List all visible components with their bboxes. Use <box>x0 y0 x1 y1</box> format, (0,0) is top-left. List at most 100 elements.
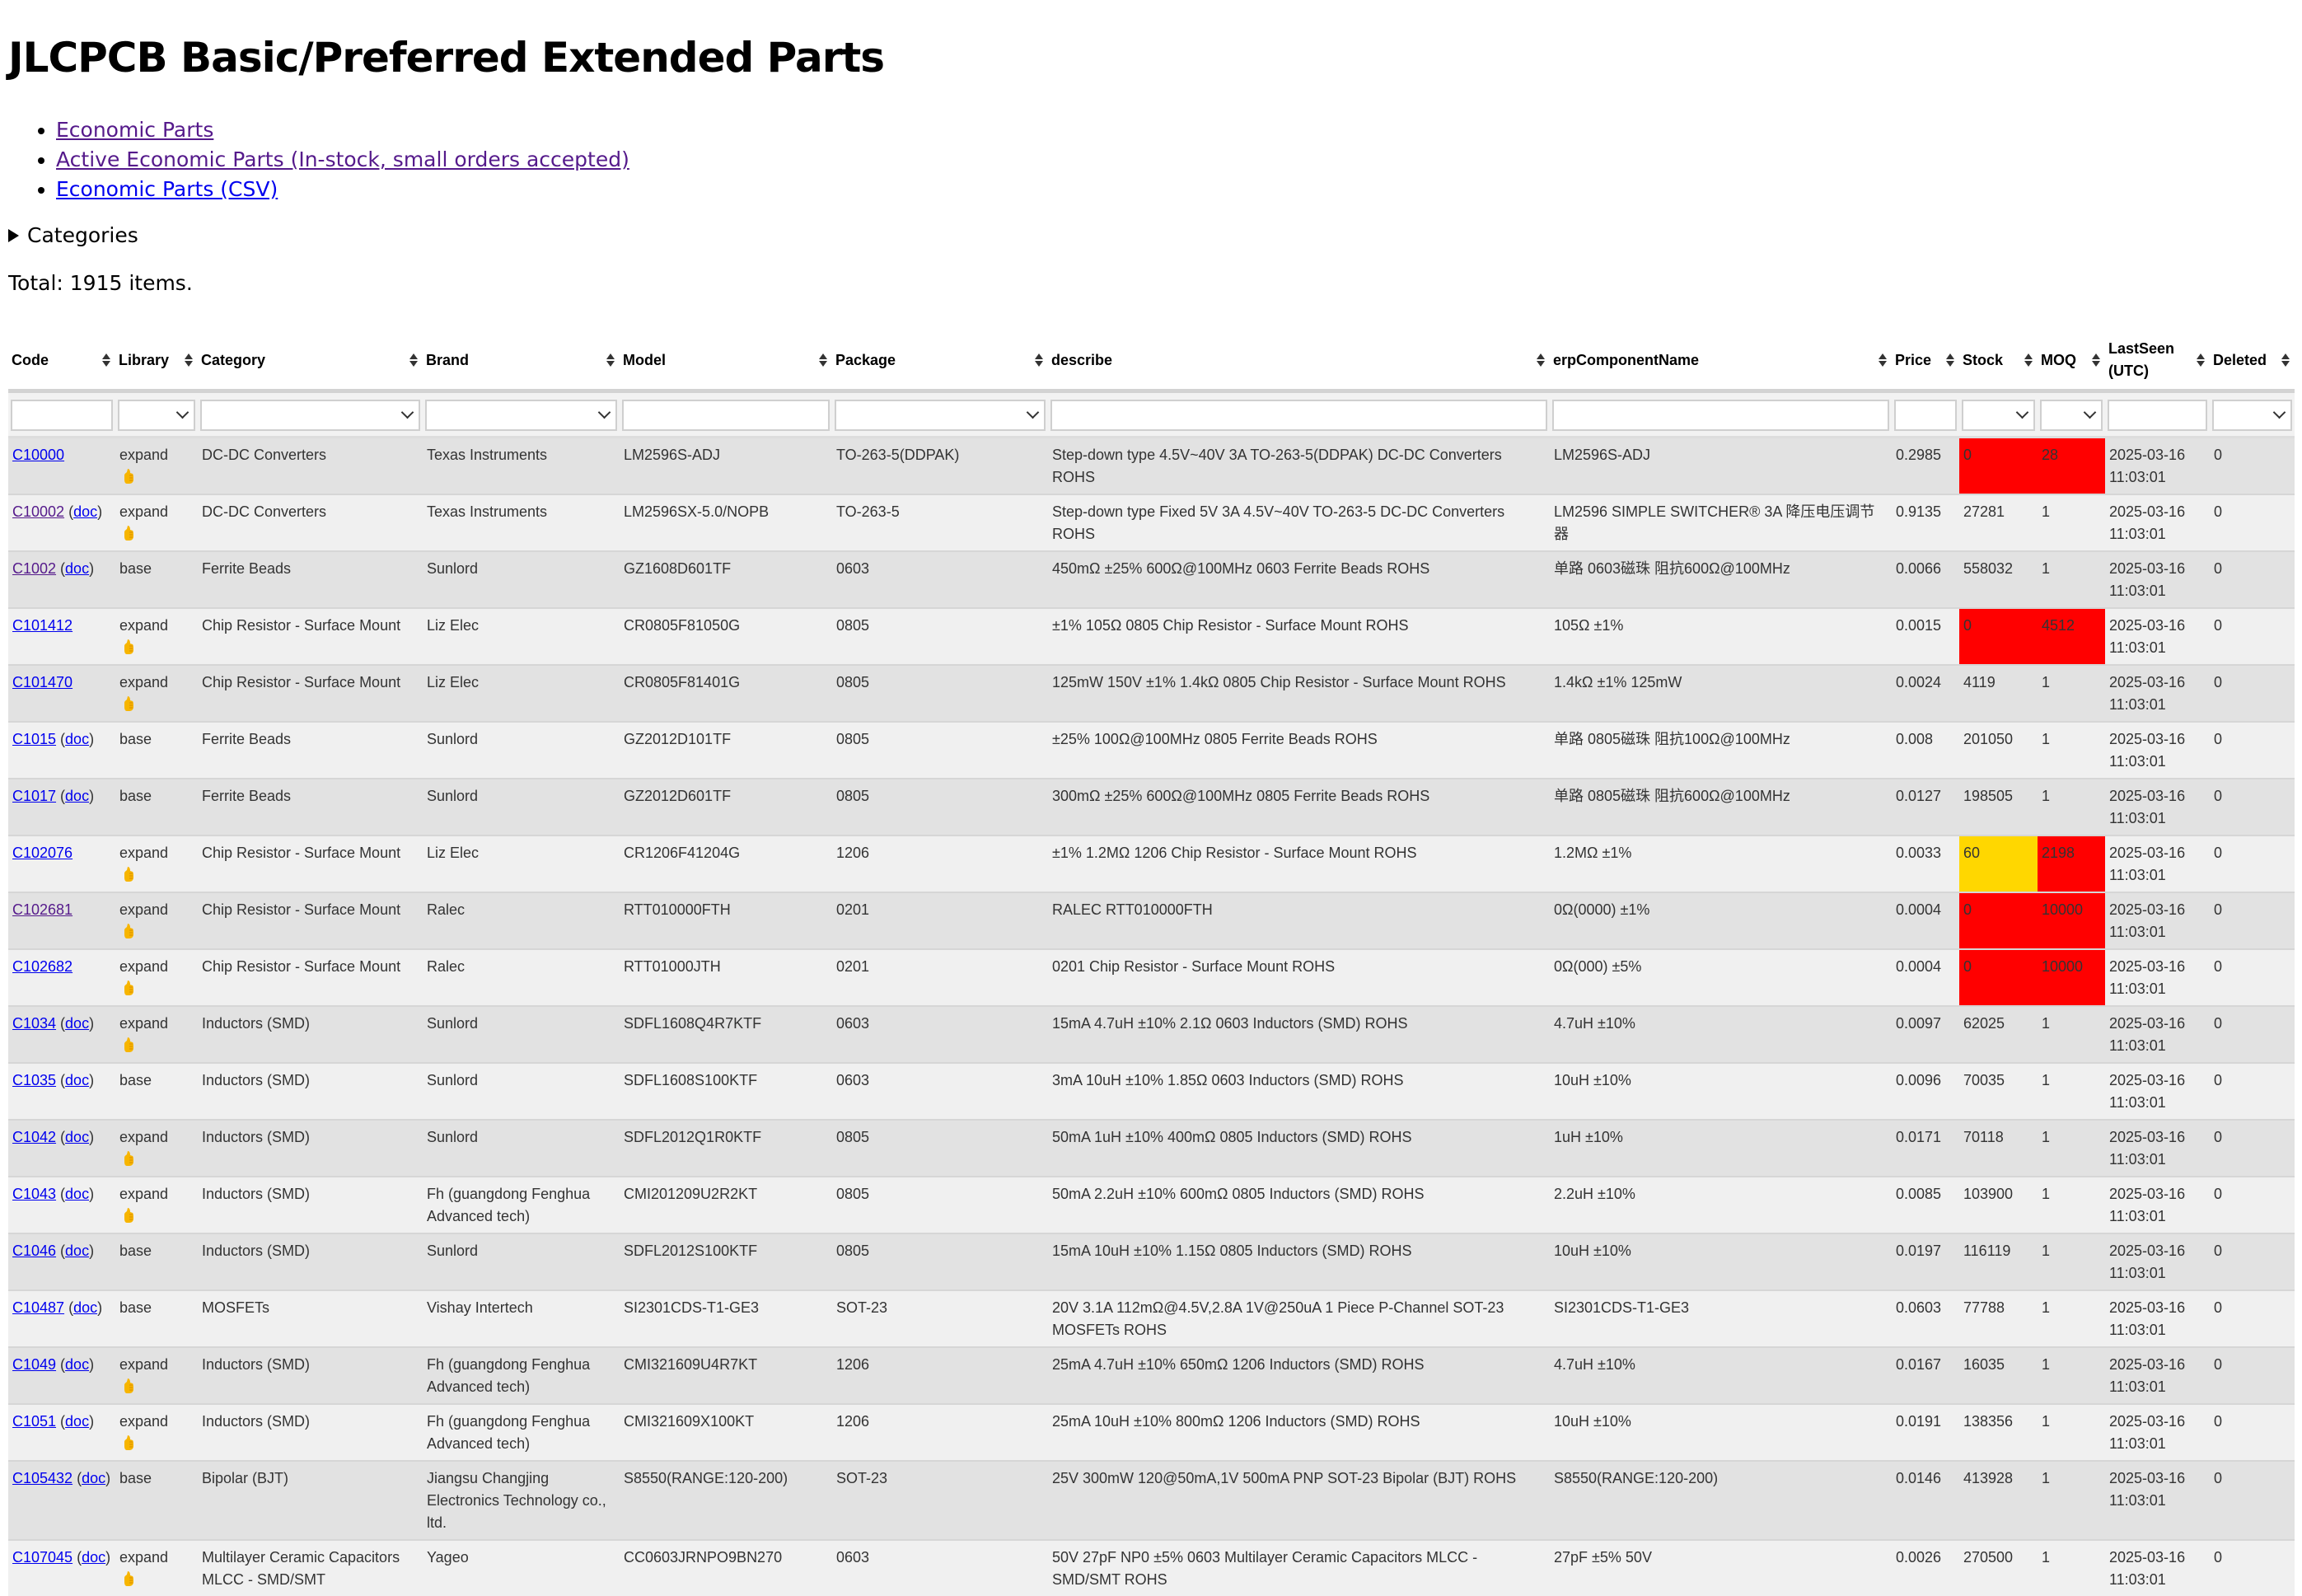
column-header-code[interactable]: Code <box>8 331 115 391</box>
column-header-moq[interactable]: MOQ <box>2038 331 2105 391</box>
column-header-package[interactable]: Package <box>832 331 1048 391</box>
sort-icon[interactable] <box>2197 353 2205 367</box>
sort-icon[interactable] <box>2281 353 2290 367</box>
part-code-link[interactable]: C1043 <box>12 1186 56 1202</box>
sort-icon[interactable] <box>606 353 615 367</box>
part-code-link[interactable]: C1046 <box>12 1243 56 1259</box>
column-header-model[interactable]: Model <box>620 331 832 391</box>
economic-parts-link[interactable]: Economic Parts <box>56 118 213 142</box>
sort-icon[interactable] <box>819 353 827 367</box>
column-header-price[interactable]: Price <box>1892 331 1959 391</box>
active-economic-parts-link[interactable]: Active Economic Parts (In-stock, small o… <box>56 147 629 171</box>
doc-link[interactable]: doc <box>65 731 89 747</box>
doc-link[interactable]: doc <box>65 560 89 577</box>
part-code-link[interactable]: C102681 <box>12 901 73 918</box>
filter-input-code[interactable] <box>11 400 113 431</box>
column-header-library[interactable]: Library <box>115 331 198 391</box>
package-cell: 0805 <box>832 665 1048 722</box>
doc-link[interactable]: doc <box>73 1299 97 1316</box>
part-code-link[interactable]: C102076 <box>12 845 73 861</box>
part-code-link[interactable]: C1042 <box>12 1129 56 1145</box>
sort-icon[interactable] <box>102 353 110 367</box>
library-value: base <box>119 1470 152 1486</box>
sort-icon[interactable] <box>1879 353 1887 367</box>
code-cell: C1049 (doc) <box>8 1347 115 1404</box>
column-header-category[interactable]: Category <box>198 331 423 391</box>
doc-link[interactable]: doc <box>65 1413 89 1430</box>
part-code-link[interactable]: C1051 <box>12 1413 56 1430</box>
filter-select-stock[interactable] <box>1962 400 2035 431</box>
sort-icon[interactable] <box>1035 353 1043 367</box>
categories-disclosure[interactable]: Categories <box>8 221 2294 250</box>
model-cell: LM2596S-ADJ <box>620 438 832 495</box>
part-code-link[interactable]: C1017 <box>12 788 56 804</box>
model-cell: CMI321609U4R7KT <box>620 1347 832 1404</box>
doc-link[interactable]: doc <box>65 788 89 804</box>
column-header-stock[interactable]: Stock <box>1959 331 2038 391</box>
lastseen-cell: 2025-03-16 11:03:01 <box>2105 835 2210 892</box>
filter-select-moq[interactable] <box>2040 400 2103 431</box>
filter-input-model[interactable] <box>622 400 830 431</box>
part-code-link[interactable]: C10000 <box>12 447 64 463</box>
part-code-link[interactable]: C107045 <box>12 1549 73 1566</box>
category-cell: DC-DC Converters <box>198 438 423 495</box>
part-code-link[interactable]: C105432 <box>12 1470 73 1486</box>
doc-link[interactable]: doc <box>65 1015 89 1032</box>
model-cell: GZ2012D601TF <box>620 779 832 835</box>
filter-input-erpcomponentname[interactable] <box>1552 400 1889 431</box>
filter-select-category[interactable] <box>200 400 420 431</box>
part-code-link[interactable]: C102682 <box>12 958 73 975</box>
sort-icon[interactable] <box>409 353 418 367</box>
filter-select-library[interactable] <box>118 400 195 431</box>
doc-link[interactable]: doc <box>82 1549 105 1566</box>
doc-link[interactable]: doc <box>65 1356 89 1373</box>
part-code-link[interactable]: C1035 <box>12 1072 56 1088</box>
filter-input-lastseen-utc[interactable] <box>2108 400 2207 431</box>
part-code-link[interactable]: C1049 <box>12 1356 56 1373</box>
part-code-link[interactable]: C10002 <box>12 503 64 520</box>
column-header-describe[interactable]: describe <box>1048 331 1550 391</box>
filter-cell <box>423 391 620 438</box>
sort-icon[interactable] <box>185 353 193 367</box>
filter-select-brand[interactable] <box>425 400 617 431</box>
doc-link[interactable]: doc <box>65 1243 89 1259</box>
library-cell: base <box>115 1063 198 1120</box>
part-code-link[interactable]: C101412 <box>12 617 73 634</box>
doc-link[interactable]: doc <box>73 503 97 520</box>
doc-link[interactable]: doc <box>65 1072 89 1088</box>
describe-cell: 450mΩ ±25% 600Ω@100MHz 0603 Ferrite Bead… <box>1048 551 1550 608</box>
chevron-down-icon <box>2084 406 2097 419</box>
part-code-link[interactable]: C1002 <box>12 560 56 577</box>
sort-icon[interactable] <box>1537 353 1545 367</box>
doc-link[interactable]: doc <box>82 1470 105 1486</box>
model-cell: SDFL1608S100KTF <box>620 1063 832 1120</box>
column-header-brand[interactable]: Brand <box>423 331 620 391</box>
column-header-erpcomponentname[interactable]: erpComponentName <box>1550 331 1892 391</box>
price-cell: 0.2985 <box>1892 438 1959 495</box>
economic-parts-csv-link[interactable]: Economic Parts (CSV) <box>56 177 278 201</box>
filter-select-package[interactable] <box>835 400 1046 431</box>
part-code-link[interactable]: C1034 <box>12 1015 56 1032</box>
filter-input-price[interactable] <box>1894 400 1957 431</box>
filter-select-deleted[interactable] <box>2212 400 2292 431</box>
deleted-cell: 0 <box>2210 722 2295 779</box>
filter-input-describe[interactable] <box>1050 400 1547 431</box>
library-cell: expand <box>115 1006 198 1063</box>
sort-icon[interactable] <box>1946 353 1954 367</box>
erp-cell: 单路 0805磁珠 阻抗100Ω@100MHz <box>1550 722 1892 779</box>
doc-link[interactable]: doc <box>65 1129 89 1145</box>
column-header-deleted[interactable]: Deleted <box>2210 331 2295 391</box>
column-header-lastseen-utc[interactable]: LastSeen (UTC) <box>2105 331 2210 391</box>
nav-link-item: Economic Parts <box>56 115 2294 145</box>
price-cell: 0.0191 <box>1892 1404 1959 1461</box>
model-cell: SDFL2012S100KTF <box>620 1233 832 1290</box>
library-value: base <box>119 1243 152 1259</box>
doc-link[interactable]: doc <box>65 1186 89 1202</box>
part-code-link[interactable]: C101470 <box>12 674 73 690</box>
part-code-link[interactable]: C1015 <box>12 731 56 747</box>
part-code-link[interactable]: C10487 <box>12 1299 64 1316</box>
sort-icon[interactable] <box>2024 353 2033 367</box>
library-cell: expand <box>115 1120 198 1177</box>
sort-icon[interactable] <box>2092 353 2100 367</box>
deleted-cell: 0 <box>2210 779 2295 835</box>
